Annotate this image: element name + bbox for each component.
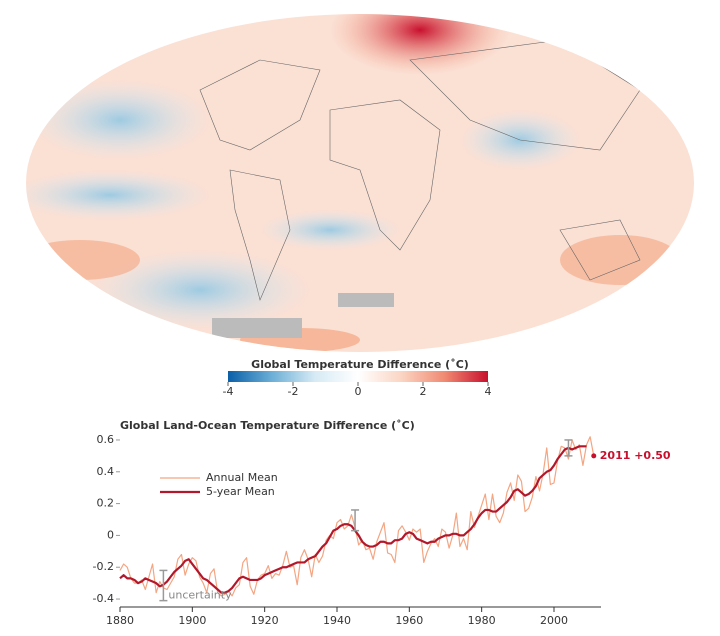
y-tick-label: 0 bbox=[107, 528, 114, 541]
y-tick-label: 0.2 bbox=[97, 497, 115, 510]
y-tick-label: 0.4 bbox=[97, 465, 115, 478]
y-tick-label: -0.2 bbox=[93, 560, 114, 573]
legend-label: 5-year Mean bbox=[206, 485, 275, 498]
colorbar bbox=[228, 371, 488, 382]
colorbar-tick-label: 2 bbox=[420, 385, 427, 398]
colorbar-tick-label: 0 bbox=[355, 385, 362, 398]
uncertainty-bar bbox=[159, 569, 168, 602]
end-point bbox=[591, 453, 597, 459]
x-tick-label: 1900 bbox=[178, 614, 206, 627]
uncertainty-label: uncertainty bbox=[168, 589, 232, 602]
colorbar-title: Global Temperature Difference (˚C) bbox=[251, 358, 469, 371]
colorbar-tick-label: -2 bbox=[288, 385, 299, 398]
x-tick-label: 1980 bbox=[468, 614, 496, 627]
series-line bbox=[119, 445, 587, 594]
uncertainty-bar bbox=[351, 509, 360, 532]
x-tick-label: 1960 bbox=[395, 614, 423, 627]
colorbar-tick-label: 4 bbox=[485, 385, 492, 398]
y-tick-label: -0.4 bbox=[93, 592, 114, 605]
legend-label: Annual Mean bbox=[206, 471, 278, 484]
x-tick-label: 2000 bbox=[540, 614, 568, 627]
x-tick-label: 1920 bbox=[251, 614, 279, 627]
x-tick-label: 1940 bbox=[323, 614, 351, 627]
y-tick-label: 0.6 bbox=[97, 433, 115, 446]
x-tick-label: 1880 bbox=[106, 614, 134, 627]
uncertainty-bar bbox=[564, 439, 573, 457]
series-line bbox=[119, 436, 595, 597]
colorbar-tick-label: -4 bbox=[223, 385, 234, 398]
chart-title: Global Land-Ocean Temperature Difference… bbox=[120, 419, 415, 432]
temperature-map bbox=[26, 14, 694, 352]
end-label: 2011 +0.50 bbox=[600, 449, 671, 462]
